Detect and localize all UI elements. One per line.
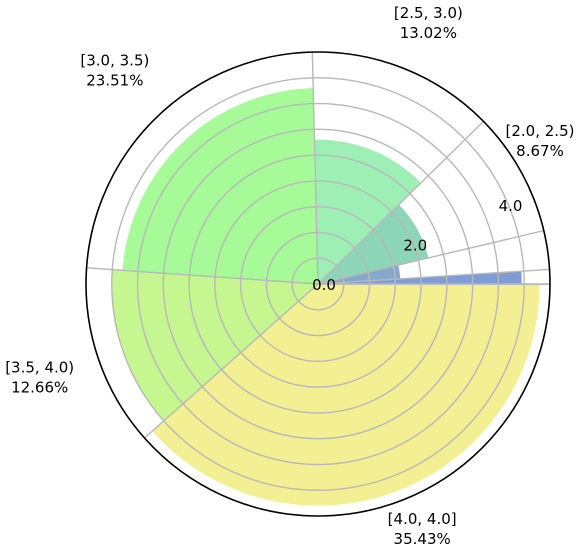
bar-4 <box>122 88 318 284</box>
bar-3 <box>314 139 421 284</box>
r-tick-label-0: 0.0 <box>312 276 336 294</box>
bin-percent-5: 12.66% <box>11 379 68 397</box>
bin-label-6: [4.0, 4.0] <box>388 510 457 528</box>
r-tick-label-2: 4.0 <box>499 197 523 215</box>
bin-percent-2: 8.67% <box>516 142 564 160</box>
bin-label-4: [3.0, 3.5) <box>80 51 149 69</box>
r-tick-label-1: 2.0 <box>403 237 427 255</box>
grid-spoke-6 <box>144 283 319 439</box>
bin-label-5: [3.5, 4.0) <box>5 359 74 377</box>
outer-frame <box>85 51 551 517</box>
bin-percent-6: 35.43% <box>394 530 451 548</box>
grid-spoke-1 <box>317 268 550 285</box>
grid-spoke-2 <box>317 229 544 285</box>
grid-spoke-4 <box>311 52 319 285</box>
bin-labels: [2.0, 2.5) 8.67% [2.5, 3.0) 13.02% [3.0, 3.5… <box>5 4 574 548</box>
bin-label-3: [2.5, 3.0) <box>394 4 463 22</box>
radial-tick-labels: 0.0 2.0 4.0 <box>312 197 522 294</box>
grid-spoke-3 <box>317 120 484 285</box>
bin-label-2: [2.0, 2.5) <box>506 122 575 140</box>
bin-percent-3: 13.02% <box>400 24 457 42</box>
bar-5 <box>111 269 318 421</box>
grid-spoke-5 <box>86 267 319 285</box>
grid-layer <box>86 52 551 491</box>
bin-percent-4: 23.51% <box>86 71 143 89</box>
